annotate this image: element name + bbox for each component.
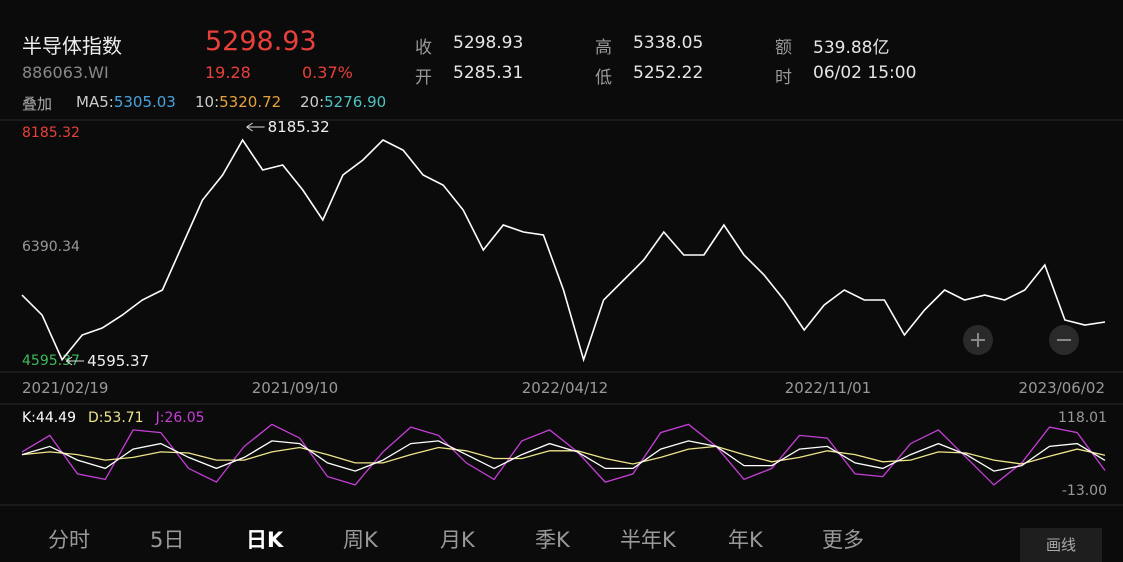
- stat-value: 5285.31: [453, 63, 524, 83]
- stat-label: 开: [415, 68, 432, 88]
- change: 19.28: [205, 63, 251, 82]
- tab[interactable]: 5日: [150, 528, 185, 552]
- line: [21, 423, 1106, 486]
- stat-value: 5338.05: [633, 33, 704, 53]
- draw-button[interactable]: 画线: [1020, 528, 1102, 562]
- ma-label: 20:: [300, 93, 325, 111]
- y-tick-label: 8185.32: [22, 125, 80, 141]
- overlay: 叠加: [22, 95, 53, 113]
- line: [21, 440, 1106, 472]
- index-name: 半导体指数: [22, 34, 122, 58]
- price: 5298.93: [205, 26, 317, 57]
- x-label: 2021/09/10: [252, 379, 338, 397]
- kdj-name: J:: [155, 410, 165, 426]
- index-code: 886063.WI: [22, 63, 109, 82]
- kdj-name: D:: [88, 410, 104, 426]
- line: [21, 138, 1106, 363]
- tab[interactable]: 日K: [246, 528, 284, 552]
- tab[interactable]: 年K: [728, 528, 763, 552]
- y-tick-label: 4595.37: [22, 353, 80, 369]
- tab[interactable]: 周K: [343, 528, 378, 552]
- arrow-head: [246, 122, 253, 132]
- tab[interactable]: 半年K: [620, 528, 676, 552]
- stat-value: 539.88亿: [813, 38, 890, 58]
- change-pct: 0.37%: [302, 63, 353, 82]
- kdj-name: K:: [22, 410, 36, 426]
- high-note: 8185.32: [268, 118, 330, 136]
- kdj-value: 26.05: [164, 410, 204, 426]
- tab[interactable]: 月K: [440, 528, 475, 552]
- y-tick-label: 6390.34: [22, 239, 80, 255]
- stat-label: 时: [775, 68, 792, 88]
- stat-label: 额: [775, 38, 792, 58]
- ma-label: MA5:: [76, 93, 114, 111]
- kdj-bottom: -13.00: [1062, 483, 1107, 499]
- stat-label: 高: [595, 38, 612, 58]
- stat-label: 低: [595, 68, 612, 88]
- low-note: 4595.37: [87, 352, 149, 370]
- ma-label: 10:: [195, 93, 220, 111]
- stat-value: 5298.93: [453, 33, 524, 53]
- stat-value: 06/02 15:00: [813, 63, 917, 83]
- charts: 4595.37 6390.34 8185.32 8185.32 4595.37 2021/…: [0, 118, 1123, 506]
- ma-value: 5320.72: [219, 93, 282, 111]
- kdj-value: 44.49: [36, 410, 76, 426]
- x-label: 2023/06/02: [1019, 379, 1105, 397]
- kdj-value: 53.71: [104, 410, 144, 426]
- tab[interactable]: 季K: [535, 528, 570, 552]
- zoom-in-icon: [971, 333, 985, 347]
- kdj-top: 118.01: [1058, 410, 1107, 426]
- arrow-head: [65, 356, 73, 366]
- tab[interactable]: 更多: [822, 528, 864, 552]
- tab[interactable]: 分时: [48, 528, 90, 552]
- x-label: 2022/11/01: [785, 379, 871, 397]
- ma-value: 5305.03: [113, 93, 176, 111]
- x-label: 2021/02/19: [22, 379, 108, 397]
- stat-value: 5252.22: [633, 63, 704, 83]
- stat-label: 收: [415, 38, 432, 58]
- line: [21, 445, 1106, 465]
- x-label: 2022/04/12: [522, 379, 608, 397]
- ma-value: 5276.90: [324, 93, 387, 111]
